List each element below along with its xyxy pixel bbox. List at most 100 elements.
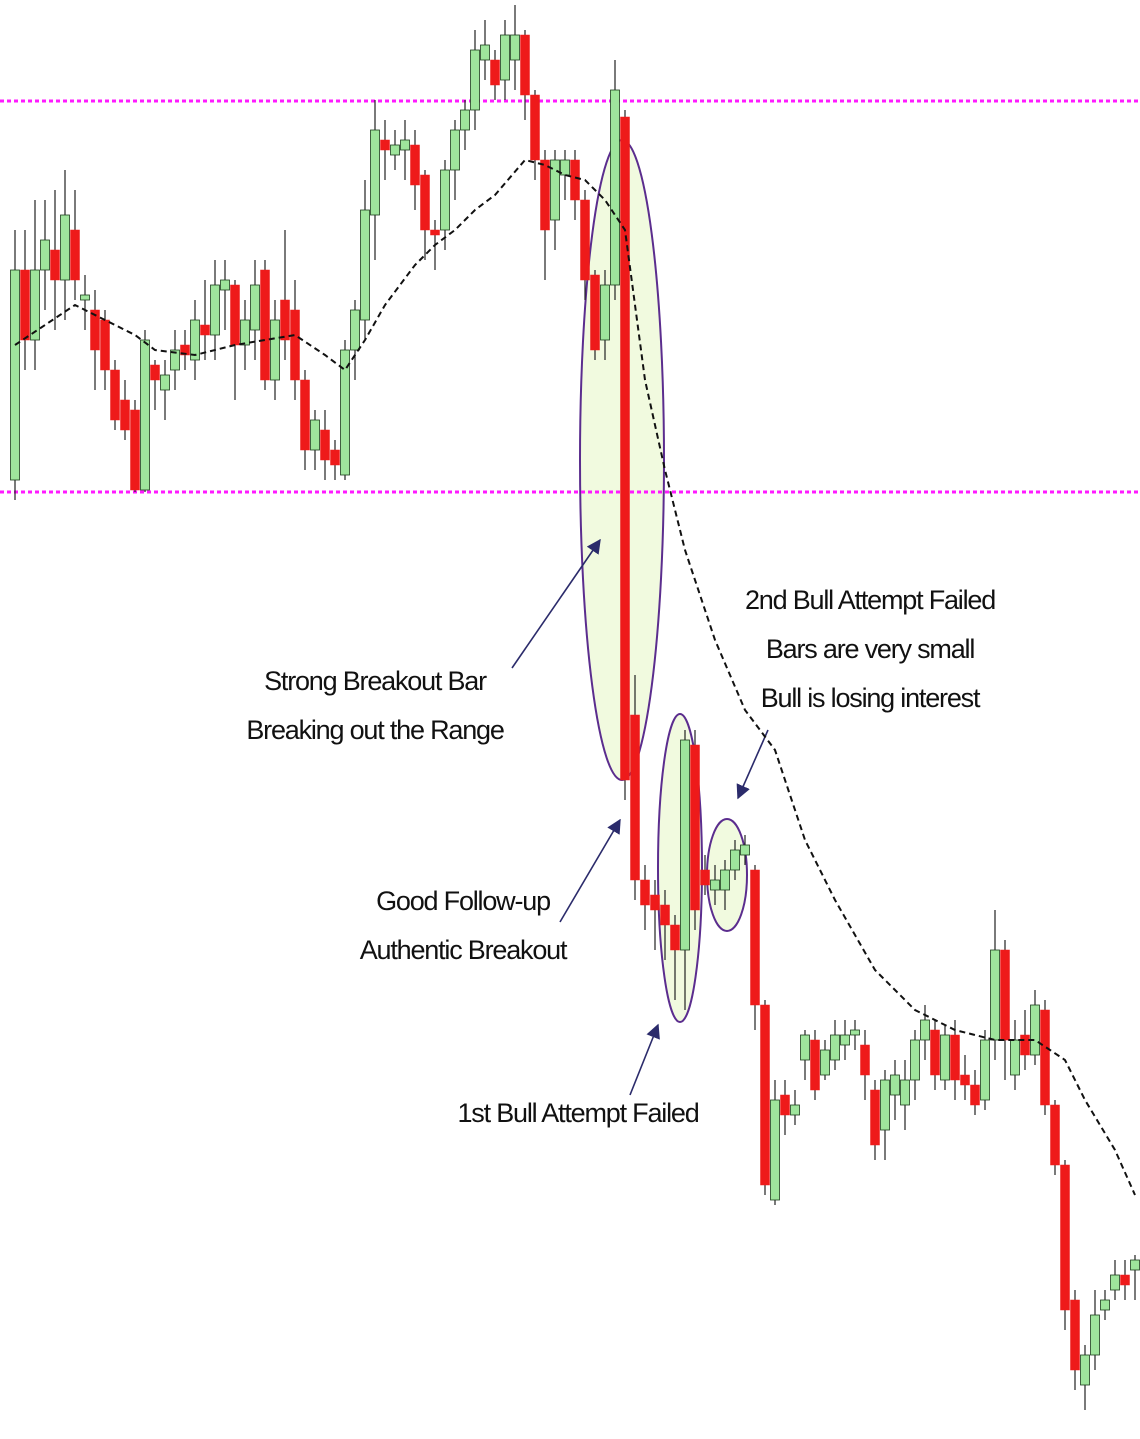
candle-body xyxy=(100,319,110,371)
annotation: Bars are very small xyxy=(766,634,974,664)
candle-body xyxy=(520,34,530,96)
candle-body xyxy=(50,249,60,281)
candle-body xyxy=(730,849,740,871)
candle-body xyxy=(380,139,390,151)
annotation: Strong Breakout Bar xyxy=(264,666,487,696)
annotation: Authentic Breakout xyxy=(360,935,568,965)
candle-body xyxy=(120,399,130,431)
moving-average xyxy=(14,158,1136,1196)
candle-body xyxy=(500,34,510,81)
candle-body xyxy=(1100,1299,1110,1311)
candle-body xyxy=(150,364,160,381)
candle-body xyxy=(780,1094,790,1116)
candle-body xyxy=(710,879,720,891)
annotation: 2nd Bull Attempt Failed xyxy=(745,585,995,615)
candle-body xyxy=(580,199,590,281)
candle-body xyxy=(900,1079,910,1106)
candle-body xyxy=(360,209,370,321)
annotation: 1st Bull Attempt Failed xyxy=(457,1098,698,1128)
candle-body xyxy=(510,34,520,61)
candle-body xyxy=(860,1044,870,1076)
candle-body xyxy=(870,1089,880,1146)
candle-body xyxy=(830,1034,840,1061)
candle-body xyxy=(540,159,550,231)
arrows xyxy=(511,538,769,1096)
candle-body xyxy=(880,1079,890,1131)
candle-body xyxy=(170,349,180,371)
candle-body xyxy=(350,309,360,351)
candle-body xyxy=(1030,1004,1040,1056)
candle-body xyxy=(1040,1009,1050,1106)
candle-body xyxy=(990,949,1000,1041)
candle-body xyxy=(30,269,40,341)
candle-body xyxy=(740,844,750,856)
candle-body xyxy=(200,324,210,336)
candle-body xyxy=(770,1099,780,1201)
candle-body xyxy=(80,294,90,301)
candle-body xyxy=(940,1034,950,1081)
candle-body xyxy=(230,284,240,346)
candle-body xyxy=(610,89,620,286)
candle-body xyxy=(180,344,190,356)
candle-body xyxy=(140,339,150,491)
arrow xyxy=(736,729,769,800)
candle-body xyxy=(470,49,480,111)
candle-body xyxy=(640,879,650,906)
candle-body xyxy=(820,1049,830,1076)
candle-body xyxy=(330,449,340,466)
candle-body xyxy=(920,1019,930,1041)
candle-body xyxy=(250,284,260,331)
arrow xyxy=(559,818,621,923)
candle-body xyxy=(650,894,660,911)
candle-body xyxy=(460,109,470,131)
candle-body xyxy=(220,279,230,291)
candle-body xyxy=(690,744,700,911)
candle-body xyxy=(420,174,430,231)
candle-body xyxy=(300,379,310,451)
candle-body xyxy=(290,309,300,381)
candle-body xyxy=(1000,949,1010,1041)
candle-body xyxy=(1080,1354,1090,1386)
candle-body xyxy=(130,409,140,491)
candle-body xyxy=(10,269,20,481)
candle-body xyxy=(410,144,420,186)
candle-body xyxy=(280,299,290,341)
candle-body xyxy=(310,419,320,451)
candle-body xyxy=(590,274,600,351)
candle-body xyxy=(90,309,100,351)
candle-body xyxy=(890,1074,900,1096)
candle-body xyxy=(190,319,200,361)
candle-body xyxy=(70,229,80,281)
candle-body xyxy=(1130,1259,1140,1271)
candle-body xyxy=(490,59,500,86)
candle-body xyxy=(400,139,410,151)
arrow xyxy=(629,1023,660,1096)
candle-body xyxy=(660,904,670,926)
candle-body xyxy=(320,429,330,461)
candle-body xyxy=(1010,1039,1020,1076)
candle-body xyxy=(760,1004,770,1186)
candle-body xyxy=(390,144,400,156)
candle-body xyxy=(1020,1034,1030,1056)
candle-body xyxy=(840,1034,850,1046)
annotation: Breaking out the Range xyxy=(246,715,503,745)
candle-body xyxy=(810,1039,820,1091)
annotation: Good Follow-up xyxy=(376,886,550,916)
candle-body xyxy=(60,214,70,281)
candle-body xyxy=(1050,1104,1060,1166)
candle-body xyxy=(910,1039,920,1081)
candle-body xyxy=(40,239,50,271)
candle-body xyxy=(930,1029,940,1076)
candle-body xyxy=(430,229,440,236)
candle-body xyxy=(720,869,730,891)
candle-body xyxy=(970,1084,980,1106)
candle-body xyxy=(800,1034,810,1061)
annotation: Bull is losing interest xyxy=(761,683,981,713)
candle-body xyxy=(160,374,170,391)
candle-body xyxy=(680,739,690,951)
candle-body xyxy=(960,1074,970,1086)
candle-body xyxy=(1070,1299,1080,1371)
candle-body xyxy=(560,159,570,176)
